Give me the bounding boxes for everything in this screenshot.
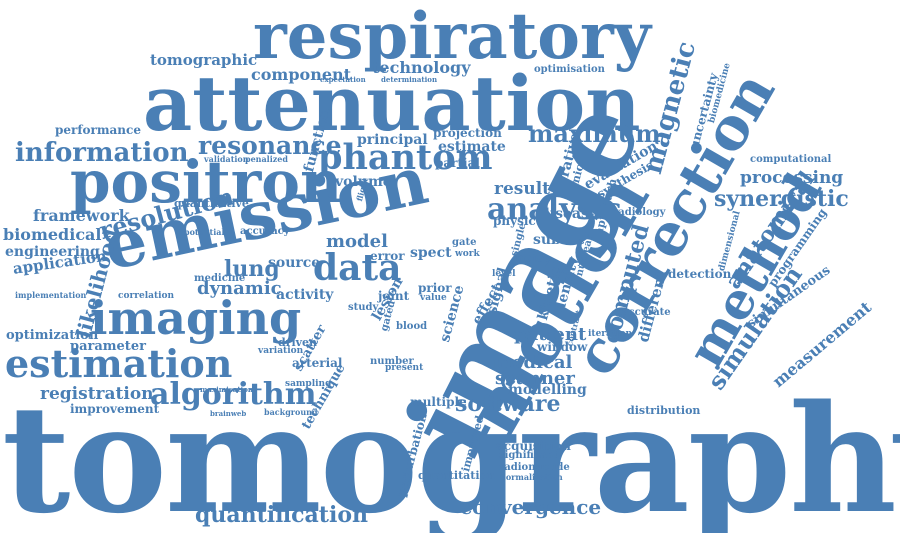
word-maximum: maximum xyxy=(528,119,661,148)
word-acquisition: acquisition xyxy=(496,439,571,453)
word-value: value xyxy=(420,293,447,303)
word-computational: computational xyxy=(750,154,832,165)
word-processing: processing xyxy=(740,168,844,188)
word-data: data xyxy=(313,247,402,289)
word-synergistic: synergistic xyxy=(714,186,849,212)
word-implementation: implementation xyxy=(15,290,87,300)
word-subset: subset xyxy=(533,232,585,248)
word-present: present xyxy=(385,363,424,373)
word-convergence: convergence xyxy=(460,495,602,519)
word-penalized: penalized xyxy=(245,154,288,164)
word-optimization: optimization xyxy=(6,328,99,343)
word-framework: framework xyxy=(33,206,130,225)
word-blood: blood xyxy=(396,321,428,332)
word-driven: driven xyxy=(278,336,318,349)
word-result: result xyxy=(494,179,551,199)
word-multiple: multiple xyxy=(410,395,467,409)
word-number: number xyxy=(370,356,414,367)
word-optimisation: optimisation xyxy=(534,64,605,75)
word-partial: partial xyxy=(435,156,480,170)
word-tomography: tomography xyxy=(2,372,900,533)
word-engineering: engineering xyxy=(5,244,100,260)
word-accuracy: accuracy xyxy=(240,226,290,237)
word-algorithm: algorithm xyxy=(150,377,317,412)
word-model: model xyxy=(326,231,388,252)
word-correlation: correlation xyxy=(118,291,175,301)
word-biomedical: biomedical xyxy=(3,225,102,244)
word-physic: physic xyxy=(493,214,536,228)
word-technology: technology xyxy=(372,58,471,77)
word-expectation: expectation xyxy=(320,75,366,84)
word-iteration: iteration xyxy=(588,329,632,339)
word-component: component xyxy=(251,65,352,84)
word-quantification: quantification xyxy=(195,502,368,528)
word-quantitation: quantitation xyxy=(418,469,495,482)
word-imaging: imaging xyxy=(90,291,302,345)
word-maximisation: maximisation xyxy=(200,385,253,394)
word-registration: registration xyxy=(40,384,154,404)
word-positron: positron xyxy=(70,148,343,216)
word-significant: significant xyxy=(499,450,559,461)
word-parameter: parameter xyxy=(70,339,146,354)
word-volume: volume xyxy=(335,174,392,190)
word-noise: noise xyxy=(515,251,551,265)
word-radiology: radiology xyxy=(613,207,666,218)
word-study: study xyxy=(348,302,379,313)
word-window: window xyxy=(537,340,588,354)
word-source: source xyxy=(268,255,321,271)
word-dynamic: dynamic xyxy=(197,278,282,299)
word-phantom: phantom xyxy=(318,137,493,178)
word-modelling: modelling xyxy=(508,382,587,398)
word-medical: medical xyxy=(493,352,573,373)
word-spect: spect xyxy=(410,245,452,261)
word-joint: joint xyxy=(378,289,410,303)
word-estimation: estimation xyxy=(5,341,233,386)
word-performance: performance xyxy=(55,123,141,137)
word-estimate: estimate xyxy=(438,139,506,155)
word-patient: patient xyxy=(514,324,587,345)
word-determination: determination xyxy=(381,75,438,84)
word-arterial: arterial xyxy=(292,356,343,370)
word-quantitative: quantitative xyxy=(174,197,249,210)
word-validation: validation xyxy=(204,154,249,164)
word-background: background xyxy=(264,407,318,417)
word-error: error xyxy=(370,249,405,263)
word-variation: variation xyxy=(258,346,304,356)
word-detection: detection xyxy=(668,267,732,281)
word-normalisation: normalisation xyxy=(500,472,563,482)
word-work: work xyxy=(455,249,480,259)
word-respiratory: respiratory xyxy=(253,0,651,74)
word-attenuation: attenuation xyxy=(143,59,641,148)
word-analysis: analysis xyxy=(487,192,622,227)
word-potential: potential xyxy=(184,227,225,237)
word-accurate: accurate xyxy=(622,307,671,318)
word-sampling: sampling xyxy=(285,379,332,389)
word-disease: disease xyxy=(540,206,598,222)
word-tomographic: tomographic xyxy=(150,51,258,69)
word-gate: gate xyxy=(452,237,477,248)
word-distribution: distribution xyxy=(627,404,701,417)
word-scanner: scanner xyxy=(495,368,575,389)
word-projection: projection xyxy=(433,126,502,140)
word-medicine: medicine xyxy=(194,273,246,284)
word-activity: activity xyxy=(276,287,334,303)
word-resonance: resonance xyxy=(198,131,342,160)
word-software: software xyxy=(455,391,561,417)
word-information: information xyxy=(15,138,189,168)
word-lung: lung xyxy=(224,256,280,282)
word-radionuclide: radionuclide xyxy=(499,462,570,473)
word-improvement: improvement xyxy=(70,402,160,416)
word-prior: prior xyxy=(418,281,452,295)
word-brainweb: brainweb xyxy=(210,409,247,418)
word-principal: principal xyxy=(357,132,428,148)
word-level: level xyxy=(492,269,516,279)
